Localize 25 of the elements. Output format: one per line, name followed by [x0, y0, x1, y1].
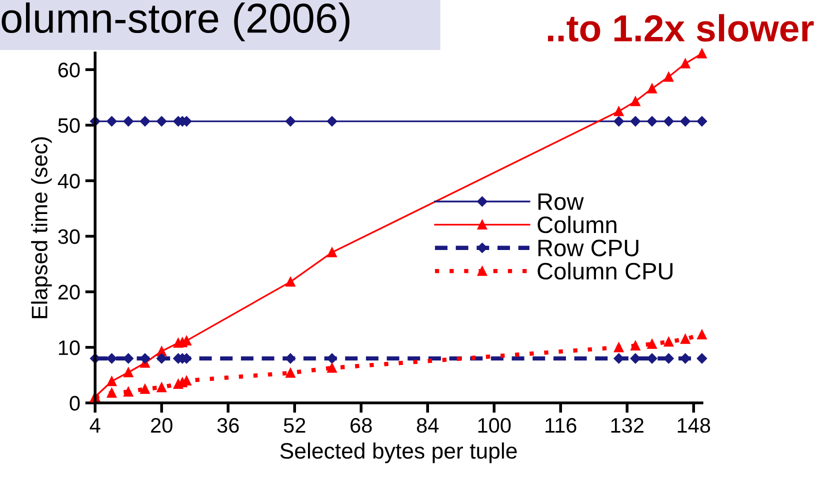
x-tick-label: 132	[611, 418, 644, 433]
y-tick-label: 10	[58, 340, 80, 356]
x-tick-label: 68	[350, 418, 372, 433]
y-tick-label: 40	[58, 174, 80, 188]
y-tick-label: 60	[58, 62, 80, 78]
y-tick-label: 0	[70, 396, 80, 411]
text: ..to 1.2x slower	[548, 14, 814, 42]
y-tick-label: 50	[58, 118, 80, 133]
x-tick-label: 52	[284, 418, 306, 433]
x-tick-label: 36	[217, 418, 239, 433]
legend-label: Column	[538, 216, 616, 234]
y-tick-label: 20	[58, 284, 80, 300]
legend-label: Column CPU	[538, 262, 672, 280]
x-tick-label: 20	[151, 418, 172, 433]
x-tick-label: 116	[546, 418, 576, 433]
y-tick-label: 30	[58, 229, 80, 244]
x-axis-title: Selected bytes per tuple	[280, 442, 517, 464]
x-tick-label: 148	[678, 418, 710, 433]
x-tick-label: 100	[478, 418, 511, 433]
legend-label: Row CPU	[538, 240, 638, 256]
x-tick-label: 4	[90, 418, 100, 433]
chart-title: olumn-store (2006)	[2, 2, 350, 42]
legend-label: Row	[538, 194, 584, 210]
y-axis-title: Elapsed time (sec)	[31, 137, 52, 318]
x-tick-label: 84	[416, 418, 439, 433]
